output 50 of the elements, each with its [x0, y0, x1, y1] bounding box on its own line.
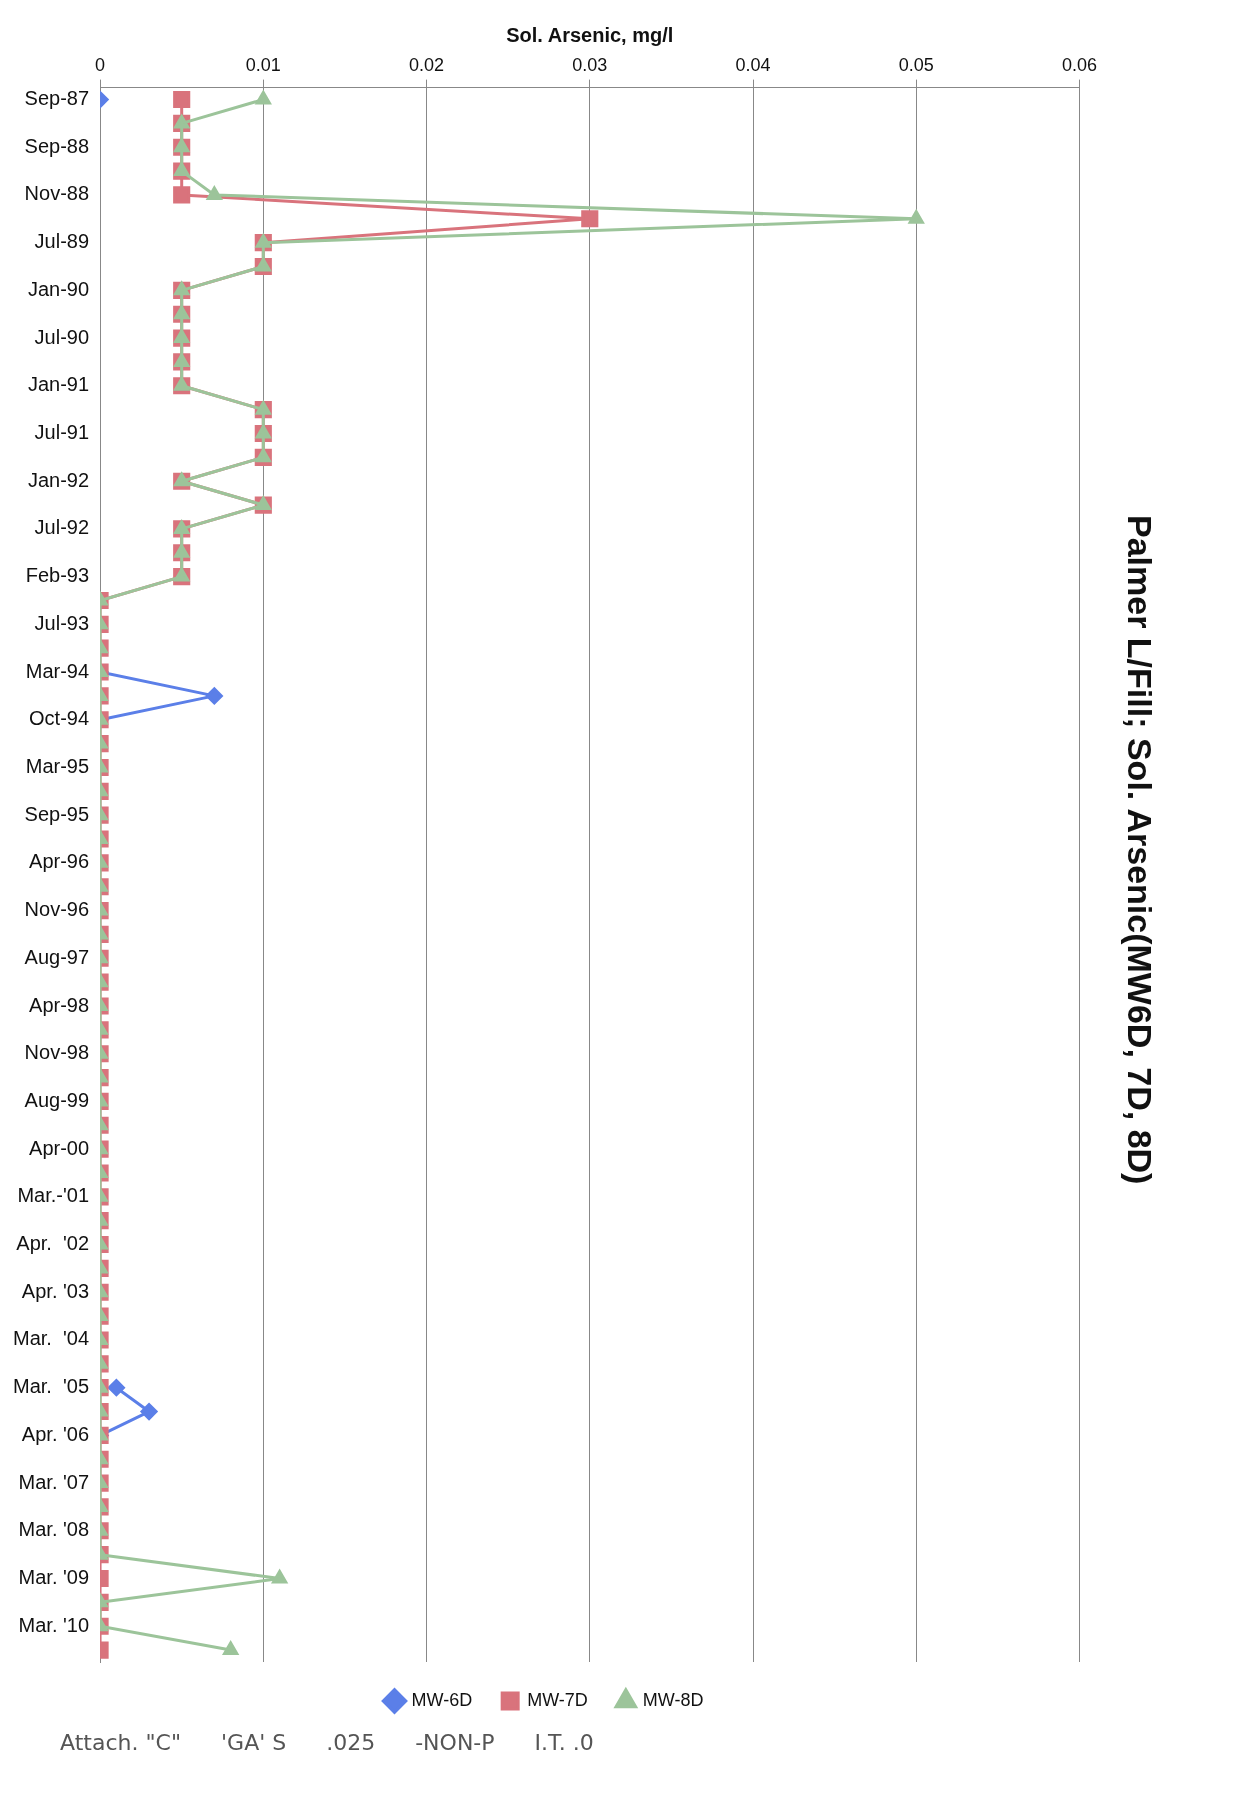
y-tick-label: Mar. '08 — [18, 1518, 90, 1541]
x-tick-label: 0.02 — [409, 54, 445, 75]
y-tick-label: Oct-94 — [29, 707, 90, 730]
y-tick-label: Feb-93 — [25, 564, 90, 587]
y-tick-label: Apr. '03 — [21, 1279, 90, 1302]
y-tick-label: Mar. '05 — [13, 1375, 90, 1398]
x-tick-label: 0.01 — [245, 54, 281, 75]
y-tick-label: Nov-96 — [24, 898, 90, 921]
legend-label: MW-8D — [642, 1689, 704, 1710]
x-tick-label: 0 — [95, 54, 106, 75]
y-tick-label: Jan-90 — [27, 277, 90, 300]
y-tick-label: Jan-92 — [27, 468, 90, 491]
x-tick-label: 0.05 — [898, 54, 934, 75]
y-tick-label: Apr. '02 — [16, 1232, 90, 1255]
x-axis-title: Sol. Arsenic, mg/l — [506, 23, 674, 46]
y-tick-label: Mar.-'01 — [17, 1184, 90, 1207]
text: .025 — [326, 1730, 376, 1755]
y-tick-label: Jan-91 — [27, 373, 90, 396]
legend-label: MW-7D — [527, 1689, 588, 1710]
y-tick-label: Nov-98 — [24, 1041, 90, 1064]
y-tick-label: Jul-90 — [34, 325, 90, 348]
y-tick-label: Sep-88 — [24, 134, 90, 157]
text: 'GA' S — [221, 1730, 287, 1755]
y-tick-label: Mar-95 — [25, 754, 90, 777]
y-tick-label: Jul-93 — [34, 611, 90, 634]
y-tick-label: Jul-89 — [34, 230, 90, 253]
text: I.T. .0 — [534, 1730, 594, 1755]
y-tick-label: Sep-95 — [24, 802, 90, 825]
y-tick-label: Mar-94 — [25, 659, 90, 682]
y-tick-label: Sep-87 — [24, 87, 90, 110]
y-tick-label: Apr. '06 — [21, 1422, 90, 1445]
y-tick-label: Apr-96 — [29, 850, 90, 873]
y-tick-label: Nov-88 — [24, 182, 90, 205]
text: Attach. "C" — [60, 1730, 182, 1755]
y-tick-label: Apr-00 — [29, 1136, 90, 1159]
y-tick-label: Apr-98 — [29, 993, 90, 1016]
y-tick-label: Mar. '07 — [18, 1470, 90, 1493]
y-tick-label: Aug-99 — [24, 1088, 90, 1111]
legend-label: MW-6D — [411, 1689, 473, 1710]
x-tick-label: 0.06 — [1061, 54, 1098, 75]
text: -NON-P — [415, 1730, 495, 1755]
y-tick-label: Aug-97 — [24, 945, 90, 968]
y-tick-label: Mar. '09 — [18, 1566, 90, 1589]
y-tick-label: Jul-92 — [34, 516, 90, 539]
y-tick-label: Mar. '10 — [18, 1613, 90, 1636]
y-tick-label: Mar. '04 — [13, 1327, 90, 1350]
text: Palmer L/Fill; Sol. Arsenic(MW6D, 7D, 8D) — [1120, 514, 1159, 1187]
y-tick-label: Jul-91 — [34, 421, 90, 444]
x-tick-label: 0.04 — [735, 54, 771, 75]
x-tick-label: 0.03 — [572, 54, 608, 75]
